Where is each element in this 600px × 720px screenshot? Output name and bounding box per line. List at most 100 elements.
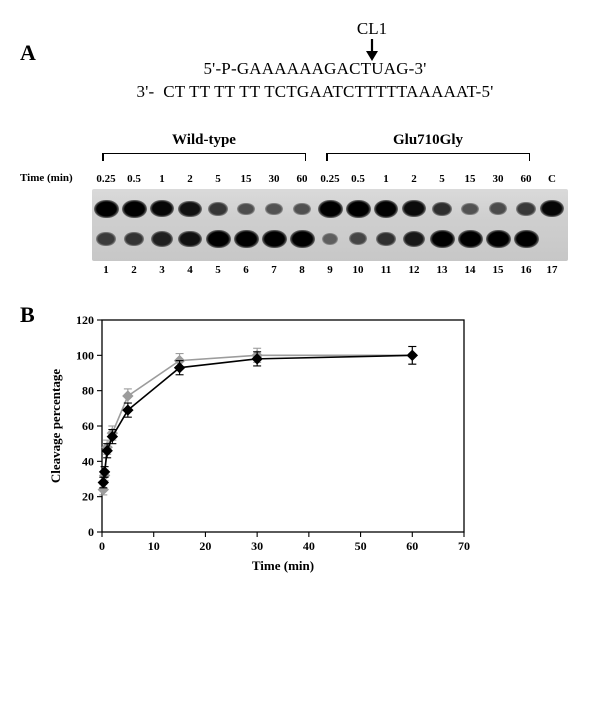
time-cell: C bbox=[540, 173, 564, 185]
time-row-label: Time (min) bbox=[20, 172, 92, 185]
gel-band bbox=[234, 230, 259, 248]
gel-band bbox=[290, 230, 315, 248]
time-cell: 0.25 bbox=[316, 173, 344, 185]
svg-text:50: 50 bbox=[355, 539, 367, 553]
lane-number: 4 bbox=[176, 264, 204, 276]
gel-band bbox=[540, 200, 564, 217]
gel-band bbox=[265, 203, 282, 215]
time-cell: 30 bbox=[484, 173, 512, 185]
gel-band bbox=[322, 233, 338, 244]
lane-number: 2 bbox=[120, 264, 148, 276]
svg-text:20: 20 bbox=[82, 489, 94, 503]
time-cell: 2 bbox=[400, 173, 428, 185]
svg-text:10: 10 bbox=[148, 539, 160, 553]
svg-text:0: 0 bbox=[99, 539, 105, 553]
sequence-top: 5'-P-GAAAAAAGACTUAG-3' bbox=[50, 58, 580, 81]
cl1-label: CL1 bbox=[107, 18, 600, 41]
time-cell: 0.5 bbox=[344, 173, 372, 185]
lane-number: 9 bbox=[316, 264, 344, 276]
gel-band bbox=[124, 232, 144, 246]
gel-area: Wild-type Glu710Gly Time (min) 0.250.512… bbox=[20, 132, 580, 276]
gel-band bbox=[151, 231, 173, 246]
lane-number: 14 bbox=[456, 264, 484, 276]
lane-number: 12 bbox=[400, 264, 428, 276]
time-row: Time (min) 0.250.51251530600.250.5125153… bbox=[20, 172, 580, 185]
svg-text:60: 60 bbox=[406, 539, 418, 553]
lane-number: 17 bbox=[540, 264, 564, 276]
panel-a: A CL1 5'-P-GAAAAAAGACTUAG-3' 3'- CT TT T… bbox=[20, 18, 580, 276]
panel-b: B 020406080100120010203040506070Time (mi… bbox=[44, 306, 580, 581]
group-labels: Wild-type Glu710Gly bbox=[92, 132, 580, 154]
time-cell: 5 bbox=[428, 173, 456, 185]
lane-number: 15 bbox=[484, 264, 512, 276]
svg-text:20: 20 bbox=[199, 539, 211, 553]
svg-text:40: 40 bbox=[82, 454, 94, 468]
gel-band bbox=[402, 200, 426, 217]
time-cell: 0.25 bbox=[92, 173, 120, 185]
lane-number: 6 bbox=[232, 264, 260, 276]
gel-band bbox=[150, 200, 174, 217]
gel-band bbox=[293, 203, 310, 215]
svg-text:100: 100 bbox=[76, 348, 94, 362]
group-wt-label: Wild-type bbox=[172, 132, 236, 148]
lane-number: 16 bbox=[512, 264, 540, 276]
gel-band bbox=[96, 232, 115, 246]
gel-band bbox=[403, 231, 426, 247]
gel-band bbox=[349, 232, 367, 245]
time-cell: 5 bbox=[204, 173, 232, 185]
gel-band bbox=[458, 230, 483, 248]
gel-band bbox=[376, 232, 396, 247]
gel-band bbox=[374, 200, 399, 217]
group-mut-label: Glu710Gly bbox=[393, 132, 463, 148]
svg-text:80: 80 bbox=[82, 383, 94, 397]
gel-band bbox=[122, 200, 147, 218]
gel-band bbox=[516, 202, 536, 216]
cl1-row-label: CL1 bbox=[0, 231, 16, 243]
sequence-bottom: 3'- CT TT TT TT TCTGAATCTTTTTAAAAAT-5' bbox=[50, 81, 580, 104]
gel-band bbox=[461, 203, 478, 215]
gel-band bbox=[206, 230, 231, 248]
time-cell: 1 bbox=[148, 173, 176, 185]
lane-number: 13 bbox=[428, 264, 456, 276]
svg-text:Cleavage percentage: Cleavage percentage bbox=[48, 368, 63, 482]
gel-band bbox=[489, 202, 507, 215]
svg-text:60: 60 bbox=[82, 419, 94, 433]
panel-a-label: A bbox=[20, 40, 36, 66]
gel-band bbox=[262, 230, 287, 248]
gel-band bbox=[178, 231, 201, 248]
gel-strip bbox=[92, 189, 568, 261]
gel-band bbox=[94, 200, 119, 218]
time-cell: 30 bbox=[260, 173, 288, 185]
svg-text:Time (min): Time (min) bbox=[252, 558, 314, 573]
group-wt-line bbox=[102, 153, 306, 154]
gel-band bbox=[430, 230, 455, 248]
gel-band bbox=[346, 200, 371, 218]
time-cell: 0.5 bbox=[120, 173, 148, 185]
time-cell: 60 bbox=[288, 173, 316, 185]
lane-number: 1 bbox=[92, 264, 120, 276]
lane-numbers: 1234567891011121314151617 bbox=[92, 264, 580, 276]
sequence-block: CL1 5'-P-GAAAAAAGACTUAG-3' 3'- CT TT TT … bbox=[50, 18, 580, 104]
time-cell: 15 bbox=[232, 173, 260, 185]
gel-band bbox=[237, 203, 255, 216]
svg-text:40: 40 bbox=[303, 539, 315, 553]
cleavage-chart: 020406080100120010203040506070Time (min)… bbox=[44, 306, 474, 576]
cleavage-arrow-icon bbox=[107, 39, 600, 61]
svg-text:120: 120 bbox=[76, 313, 94, 327]
gel-band bbox=[432, 202, 453, 217]
lane-number: 10 bbox=[344, 264, 372, 276]
svg-text:70: 70 bbox=[458, 539, 470, 553]
gel-band bbox=[208, 202, 228, 216]
gel-band bbox=[514, 230, 539, 248]
lane-number: 8 bbox=[288, 264, 316, 276]
gel-band bbox=[486, 230, 511, 248]
group-c-spacer bbox=[540, 132, 568, 154]
time-cell: 15 bbox=[456, 173, 484, 185]
time-cell: 1 bbox=[372, 173, 400, 185]
lane-number: 11 bbox=[372, 264, 400, 276]
lane-number: 3 bbox=[148, 264, 176, 276]
group-mut-line bbox=[326, 153, 530, 154]
time-cell: 2 bbox=[176, 173, 204, 185]
lane-number: 5 bbox=[204, 264, 232, 276]
svg-text:0: 0 bbox=[88, 525, 94, 539]
